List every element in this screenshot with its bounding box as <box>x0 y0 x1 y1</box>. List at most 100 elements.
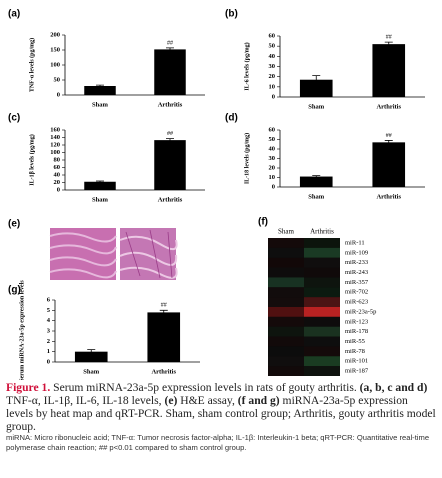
error-bar <box>96 84 104 87</box>
y-axis-label: IL-1β levels (pg/mg) <box>28 134 35 186</box>
row-label: miR-101 <box>345 358 368 365</box>
y-tick-label: 0 <box>57 91 60 98</box>
heatmap-cell <box>268 247 304 258</box>
y-tick-label: 60 <box>269 126 276 133</box>
bar <box>372 142 406 187</box>
significance: ## <box>161 303 167 309</box>
panel-label: (d) <box>225 113 238 124</box>
error-bar <box>96 180 104 183</box>
y-tick-label: 20 <box>269 73 276 80</box>
y-tick-label: 2 <box>47 338 50 345</box>
heatmap-cell <box>268 366 304 376</box>
heatmap-cell <box>304 346 340 357</box>
column-label: Sham <box>278 228 295 236</box>
caption-text: (f and g) <box>237 394 280 407</box>
heatmap-cell <box>304 316 340 327</box>
heatmap-cell <box>304 307 340 317</box>
y-tick-label: 6 <box>47 296 51 303</box>
heatmap-cell <box>268 287 304 298</box>
caption-text: TNF-α, IL-1β, IL-6, IL-18 levels, <box>6 394 165 407</box>
y-axis-label: TNF-α levels (pg/mg) <box>28 38 35 92</box>
heatmap-cell <box>304 336 340 347</box>
y-tick-label: 50 <box>269 136 276 143</box>
y-tick-label: 100 <box>50 149 60 156</box>
row-label: miR-78 <box>345 348 365 355</box>
row-label: miR-109 <box>345 249 368 256</box>
heatmap-cell <box>304 277 340 288</box>
column-label: Arthritis <box>310 228 334 236</box>
y-tick-label: 80 <box>54 156 61 163</box>
figure-label: Figure 1. <box>6 381 51 394</box>
caption-text: (a, b, c and d) <box>359 381 428 394</box>
error-bar <box>159 309 168 315</box>
heatmap-cell <box>268 267 304 278</box>
bar <box>74 351 108 362</box>
row-label: miR-178 <box>345 328 368 335</box>
bar <box>84 86 116 95</box>
bar <box>147 312 181 362</box>
heatmap-cell <box>304 366 340 376</box>
panel-label: (a) <box>8 9 20 20</box>
error-bar <box>87 349 96 354</box>
caption-text: (e) <box>164 394 178 407</box>
significance: ## <box>167 40 173 46</box>
texture <box>49 232 117 279</box>
panel-label: (c) <box>8 113 20 124</box>
y-tick-label: 140 <box>50 134 60 141</box>
panel-label: (g) <box>8 285 21 296</box>
row-label: miR-623 <box>345 299 368 306</box>
significance: ## <box>167 131 173 137</box>
category-label: Arthritis <box>158 196 183 203</box>
panel-label: (f) <box>258 217 268 228</box>
texture <box>119 235 178 279</box>
y-tick-label: 40 <box>269 53 276 60</box>
y-tick-label: 3 <box>47 327 51 334</box>
caption-text: miRNA-23a-5p expression levels by heat m… <box>6 394 436 433</box>
texture <box>125 229 173 279</box>
y-tick-label: 60 <box>269 32 276 39</box>
error-bar <box>384 140 393 145</box>
y-tick-label: 40 <box>54 171 61 178</box>
y-tick-label: 160 <box>50 126 60 133</box>
heatmap-cell <box>268 297 304 307</box>
y-tick-label: 0 <box>272 93 275 100</box>
category-label: Sham <box>308 193 324 200</box>
error-bar <box>166 138 174 142</box>
heatmap-cell <box>268 346 304 357</box>
category-label: Sham <box>92 196 108 203</box>
y-tick-label: 50 <box>269 43 276 50</box>
bar <box>84 181 116 190</box>
y-axis-label: IL-18 levels (pg/mg) <box>243 133 250 184</box>
y-tick-label: 200 <box>50 31 60 38</box>
heatmap-cell <box>268 307 304 317</box>
footnote: miRNA: Micro ribonucleic acid; TNF-α: Tu… <box>6 433 430 452</box>
error-bar <box>312 175 321 178</box>
caption-text: H&E assay, <box>177 394 238 407</box>
category-label: Arthritis <box>151 368 176 375</box>
heatmap-cell <box>304 267 340 278</box>
error-bar <box>166 47 174 51</box>
y-tick-label: 50 <box>54 76 61 83</box>
row-label: miR-357 <box>345 279 369 286</box>
panel-label: (b) <box>225 9 238 20</box>
heatmap-cell <box>304 326 340 337</box>
panel-label: (e) <box>8 219 20 230</box>
histology-images <box>49 228 178 280</box>
y-tick-label: 10 <box>269 174 276 181</box>
y-tick-label: 20 <box>54 179 61 186</box>
heatmap-cell <box>268 277 304 288</box>
y-tick-label: 10 <box>269 83 276 90</box>
row-label: miR-123 <box>345 318 368 325</box>
caption-text: Serum miRNA-23a-5p expression levels in … <box>50 381 360 394</box>
category-label: Arthritis <box>376 193 401 200</box>
y-axis-label: IL-6 levels (pg/mg) <box>243 42 250 90</box>
heatmap-cell <box>304 238 340 248</box>
error-bar <box>384 41 393 47</box>
category-label: Sham <box>92 101 108 108</box>
significance: ## <box>386 133 392 139</box>
heatmap-cell <box>268 316 304 327</box>
y-tick-label: 5 <box>47 307 51 314</box>
y-tick-label: 30 <box>269 63 276 70</box>
y-tick-label: 30 <box>269 155 276 162</box>
